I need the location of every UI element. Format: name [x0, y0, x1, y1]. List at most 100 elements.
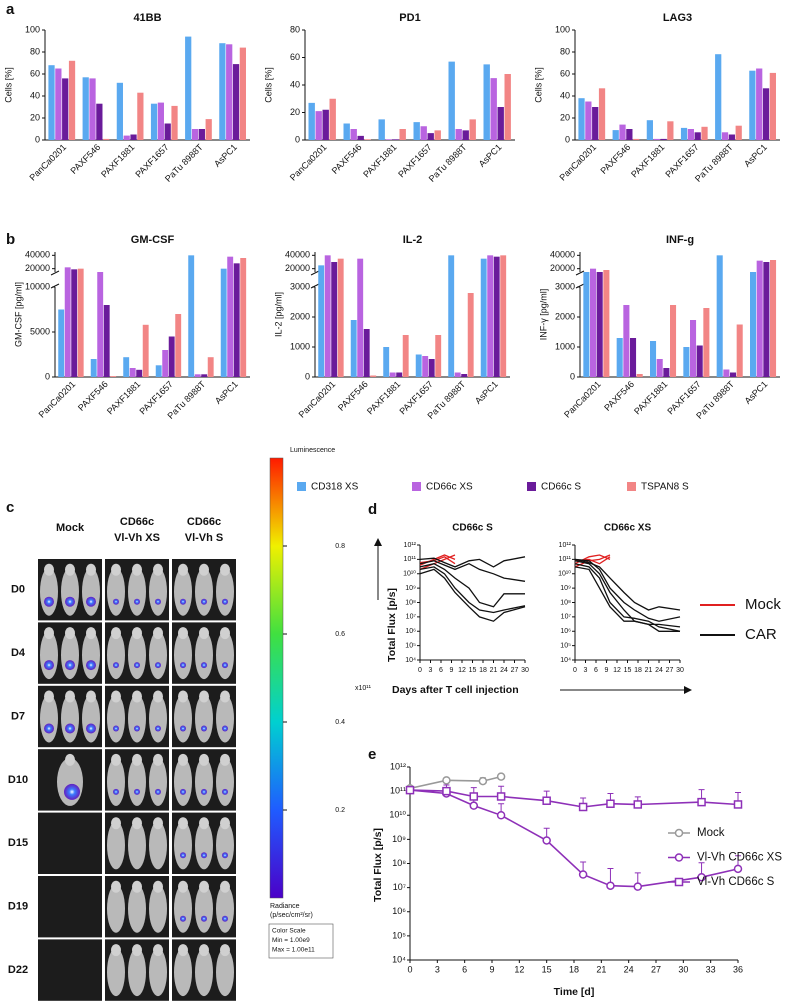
bar-series: [68, 47, 246, 140]
colorbar-multiplier: x10¹¹: [355, 685, 372, 692]
bar: [663, 368, 670, 377]
mouse-head: [153, 817, 163, 830]
signal: [86, 596, 96, 607]
marker: [469, 792, 479, 801]
y-axis-label: Cells [%]: [533, 67, 543, 103]
x-tick-label: 27: [666, 667, 674, 674]
mouse: [107, 884, 125, 933]
row-label: D22: [8, 964, 28, 976]
x-tick-label: PAXF546: [69, 142, 103, 176]
x-tick-label: 27: [651, 964, 661, 974]
y-tick-label: 80: [560, 46, 570, 56]
mouse: [128, 821, 146, 870]
bar: [392, 139, 399, 140]
bar: [487, 255, 494, 377]
bar-series: [603, 260, 777, 377]
bar: [763, 262, 770, 377]
mouse-head: [111, 563, 121, 576]
x-tick-label: PAXF546: [336, 379, 370, 413]
y-tick-label: 60: [30, 68, 40, 78]
bar: [623, 305, 630, 377]
x-tick-label: 21: [645, 667, 653, 674]
bar: [58, 309, 65, 377]
chart-title: LAG3: [663, 12, 692, 24]
y-tick-label: 20000: [550, 263, 575, 273]
bar: [462, 130, 469, 140]
bar: [157, 102, 164, 140]
signal: [222, 598, 228, 605]
image-tile: [38, 812, 102, 874]
bar: [633, 138, 640, 140]
bar: [331, 262, 338, 377]
y-axis-label: Cells [%]: [3, 67, 13, 103]
scale-box-text: Color Scale: [272, 928, 306, 935]
bar: [583, 272, 590, 377]
bar: [389, 372, 396, 377]
bar: [103, 305, 110, 377]
y-tick-label: 20: [30, 112, 40, 122]
mouse-head: [65, 627, 75, 640]
bar: [396, 372, 403, 377]
mouse-head: [178, 753, 188, 766]
axis-break: [50, 270, 60, 276]
mouse: [195, 948, 213, 997]
mouse: [195, 757, 213, 806]
x-tick-label: PanCa0201: [297, 379, 338, 420]
x-tick-label: 3: [429, 667, 433, 674]
x-tick-label: 27: [511, 667, 519, 674]
bar: [402, 335, 409, 377]
signal: [180, 662, 186, 669]
colorbar-unit: Radiance: [270, 903, 300, 910]
bar: [324, 255, 331, 377]
bar: [219, 43, 226, 141]
bar: [357, 135, 364, 140]
y-axis-label: Total Flux [p/s]: [386, 588, 398, 662]
y-tick-label: 0: [295, 134, 300, 144]
bar: [592, 107, 599, 140]
mouse: [107, 631, 125, 680]
mouse-head: [199, 690, 209, 703]
bar: [585, 101, 592, 140]
bar: [483, 64, 490, 140]
bar-series: [322, 107, 504, 140]
y-tick-label: 10¹¹: [404, 556, 417, 563]
mouse: [195, 567, 213, 616]
x-tick-label: 15: [542, 964, 552, 974]
x-tick-label: AsPC1: [477, 142, 504, 169]
y-tick-label: 0: [565, 134, 570, 144]
mouse: [174, 821, 192, 870]
bar: [89, 78, 96, 140]
bar: [337, 258, 344, 377]
y-tick-label: 0: [45, 371, 50, 381]
bar: [385, 139, 392, 140]
bar: [616, 338, 623, 377]
marker: [542, 796, 551, 805]
chart-title: INF-g: [666, 234, 694, 246]
bar: [497, 107, 504, 140]
mouse-head: [132, 944, 142, 957]
marker: [606, 799, 615, 808]
mouse-head: [111, 753, 121, 766]
x-tick-label: PanCa0201: [37, 379, 78, 420]
signal: [155, 598, 161, 605]
bar: [378, 119, 385, 140]
x-tick-label: 3: [584, 667, 588, 674]
x-axis-label: Days after T cell injection: [392, 684, 519, 696]
bar: [82, 77, 89, 140]
mouse-head: [86, 563, 96, 576]
y-tick-label: 10¹¹: [390, 786, 406, 796]
line: [574, 566, 680, 632]
bar: [480, 258, 487, 377]
mouse: [174, 631, 192, 680]
bar: [578, 98, 585, 140]
mouse-head: [111, 817, 121, 830]
line: [419, 568, 526, 622]
mouse: [128, 948, 146, 997]
colorbar: [269, 457, 284, 899]
column-header: Vl-Vh XS: [114, 532, 160, 544]
bar: [97, 272, 104, 377]
y-tick-label: 10⁸: [392, 858, 406, 868]
mouse-head: [132, 627, 142, 640]
bar: [191, 129, 199, 140]
bar: [434, 130, 441, 140]
